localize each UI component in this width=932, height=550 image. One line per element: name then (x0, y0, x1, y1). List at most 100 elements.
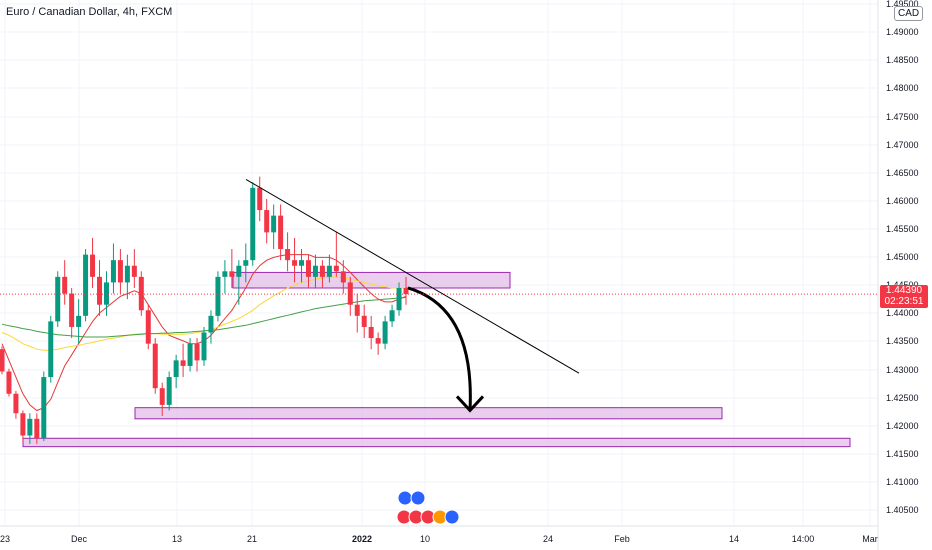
projection-arrow (407, 286, 472, 411)
candle-body (305, 260, 311, 277)
x-tick-label: 24 (543, 534, 553, 544)
candle-body (208, 315, 214, 333)
candle-body (285, 249, 291, 261)
candle-body (110, 260, 116, 283)
candle-body (166, 377, 172, 405)
candle-body (131, 265, 137, 277)
candle-body (83, 254, 89, 316)
candle-body (34, 418, 40, 439)
candle-body (138, 276, 144, 311)
candle-body (69, 293, 75, 327)
y-tick-label: 1.48500 (886, 55, 919, 65)
candle-body (257, 187, 263, 211)
candle-body (264, 210, 270, 233)
zones (22, 271, 851, 448)
supply-demand-zone (134, 407, 723, 420)
y-tick-label: 1.45000 (886, 252, 919, 262)
x-tick-label: Feb (614, 534, 630, 544)
candle-body (319, 265, 325, 277)
candle-body (354, 304, 360, 316)
candle-body (312, 265, 318, 277)
candle-body (117, 260, 123, 283)
candle-body (278, 215, 284, 250)
candle-body (62, 276, 68, 294)
candle-body (382, 321, 388, 344)
event-marker-icon (444, 509, 460, 525)
candle-body (55, 276, 61, 322)
x-tick-label: 14:00 (792, 534, 815, 544)
event-marker-icon (410, 490, 426, 506)
time-axis[interactable]: 23 Dec 13 21 2022 10 24 Feb 14 14:00 Mar (0, 534, 878, 544)
x-tick-label: Mar (862, 534, 878, 544)
candle-body (243, 260, 249, 266)
candles (0, 176, 409, 444)
supply-demand-zone (232, 271, 511, 289)
y-tick-label: 1.41000 (886, 477, 919, 487)
y-tick-label: 1.47000 (886, 140, 919, 150)
x-tick-label: 14 (729, 534, 739, 544)
trendline (245, 179, 580, 374)
y-tick-label: 1.42000 (886, 421, 919, 431)
y-tick-label: 1.49500 (886, 0, 919, 9)
x-tick-label: 21 (247, 534, 257, 544)
candle-body (229, 271, 235, 277)
currency-badge[interactable]: CAD (894, 6, 924, 21)
y-tick-label: 1.44000 (886, 308, 919, 318)
candle-body (361, 315, 367, 327)
y-tick-label: 1.46500 (886, 168, 919, 178)
y-tick-label: 1.41500 (886, 449, 919, 459)
candle-body (103, 282, 109, 305)
bar-countdown: 02:23:51 (884, 296, 924, 307)
y-tick-label: 1.43500 (886, 336, 919, 346)
candle-body (368, 326, 374, 339)
candle-body (389, 310, 395, 322)
candle-body (90, 254, 96, 277)
candle-body (6, 371, 12, 394)
candle-body (180, 360, 186, 366)
candle-body (292, 260, 298, 266)
candle-body (201, 332, 207, 361)
candle-body (124, 265, 130, 283)
candle-body (41, 377, 47, 439)
candle-body (222, 271, 228, 277)
candle-body (333, 265, 339, 272)
x-tick-label: 2022 (352, 534, 372, 544)
y-tick-label: 1.49000 (886, 27, 919, 37)
candle-body (236, 265, 242, 277)
candle-body (173, 360, 179, 378)
y-tick-label: 1.40500 (886, 505, 919, 515)
y-tick-label: 1.42500 (886, 393, 919, 403)
candle-body (48, 321, 54, 378)
event-markers[interactable] (396, 490, 460, 525)
candle-body (0, 349, 5, 372)
projection-arrowhead (455, 395, 485, 413)
last-price-value: 1.44390 (885, 285, 923, 296)
candle-body (145, 310, 151, 344)
candle-body (76, 315, 82, 327)
candle-body (326, 265, 332, 277)
x-tick-label: 23 (0, 534, 10, 544)
candle-body (396, 287, 402, 311)
event-marker-icon (397, 490, 413, 506)
x-tick-label: Dec (71, 534, 88, 544)
last-price-tag: 1.44390 02:23:51 (880, 285, 928, 308)
candle-body (13, 393, 19, 414)
x-tick-label: 10 (420, 534, 430, 544)
candle-body (20, 413, 26, 436)
candle-body (27, 418, 33, 436)
candle-body (187, 343, 193, 366)
y-tick-label: 1.47500 (886, 112, 919, 122)
candle-body (159, 388, 165, 405)
candle-body (250, 187, 256, 261)
candle-body (340, 271, 346, 283)
y-tick-label: 1.45500 (886, 224, 919, 234)
candle-body (347, 282, 353, 305)
candle-body (375, 338, 381, 344)
y-tick-label: 1.43000 (886, 365, 919, 375)
symbol-title[interactable]: Euro / Canadian Dollar, 4h, FXCM (6, 6, 173, 18)
y-tick-label: 1.48000 (886, 83, 919, 93)
drawings (0, 179, 878, 413)
x-tick-label: 13 (172, 534, 182, 544)
candle-body (299, 260, 305, 266)
